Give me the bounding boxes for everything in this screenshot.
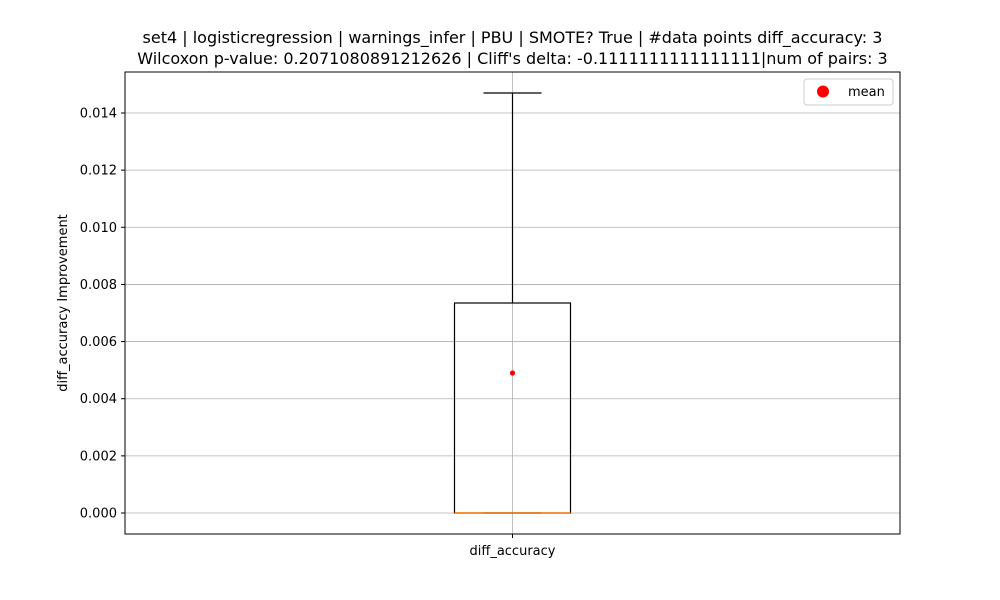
y-tick-label: 0.004 — [80, 392, 117, 407]
x-axis-ticks: diff_accuracy — [470, 534, 556, 559]
y-tick-label: 0.006 — [80, 335, 117, 350]
mean-marker — [509, 370, 516, 376]
y-axis-label: diff_accuracy Improvement — [56, 214, 71, 392]
y-tick-label: 0.000 — [80, 507, 117, 522]
y-tick-label: 0.012 — [80, 164, 117, 179]
y-tick-label: 0.008 — [80, 278, 117, 293]
chart-title-line-2: Wilcoxon p-value: 0.2071080891212626 | C… — [137, 49, 887, 68]
y-tick-label: 0.002 — [80, 449, 117, 464]
legend-box — [803, 78, 894, 106]
legend-mean-marker — [817, 85, 829, 98]
legend: mean — [803, 78, 894, 106]
y-tick-label: 0.010 — [80, 221, 117, 236]
x-tick-label: diff_accuracy — [470, 544, 556, 559]
y-axis-ticks: 0.000 0.002 0.004 0.006 0.008 0.010 0.012 0.014 — [80, 107, 125, 522]
legend-mean-label: mean — [848, 85, 885, 100]
y-tick-label: 0.014 — [80, 107, 117, 122]
chart-title-line-1: set4 | logisticregression | warnings_inf… — [143, 28, 883, 48]
box-plot — [453, 92, 572, 514]
